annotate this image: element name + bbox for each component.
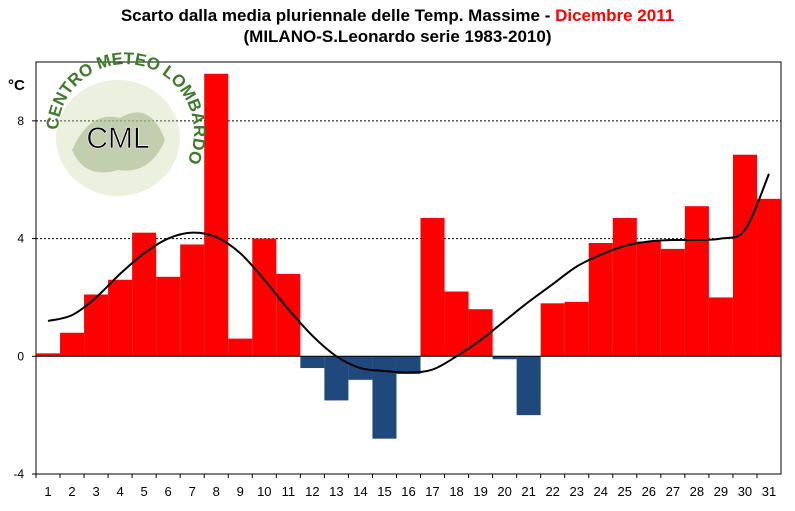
x-tick-label: 2	[68, 484, 75, 499]
x-tick-label: 1	[44, 484, 51, 499]
x-tick-label: 9	[237, 484, 244, 499]
x-tick-label: 25	[618, 484, 632, 499]
x-tick-label: 26	[642, 484, 656, 499]
y-tick-label: 8	[17, 114, 24, 128]
chart-title-part1: Scarto dalla media pluriennale delle Tem…	[120, 6, 556, 25]
bar-day-4	[108, 279, 133, 357]
y-axis-unit-label: °C	[8, 77, 25, 94]
x-tick-label: 31	[762, 484, 776, 499]
bar-day-18	[444, 291, 469, 357]
x-tick-label: 29	[714, 484, 728, 499]
bar-day-5	[132, 232, 157, 357]
bar-day-21	[516, 356, 541, 416]
x-tick-label: 30	[738, 484, 752, 499]
x-tick-label: 10	[257, 484, 271, 499]
logo-region-shape	[72, 112, 165, 173]
logo-cml-text: CML	[86, 122, 149, 155]
x-tick-label: 23	[569, 484, 583, 499]
x-tick-label: 6	[165, 484, 172, 499]
bar-day-9	[228, 338, 253, 357]
x-tick-label: 14	[353, 484, 367, 499]
bars	[36, 73, 781, 439]
x-tick-label: 16	[401, 484, 415, 499]
y-tick-label: 4	[17, 232, 24, 246]
x-tick-label: 12	[305, 484, 319, 499]
x-tick-label: 27	[666, 484, 680, 499]
bar-day-23	[564, 301, 589, 357]
bar-day-16	[396, 356, 421, 374]
x-tick-label: 8	[213, 484, 220, 499]
bar-day-7	[180, 244, 205, 357]
x-tick-label: 20	[497, 484, 511, 499]
x-tick-label: 22	[545, 484, 559, 499]
cml-logo: CENTRO METEO LOMBARDO CML	[43, 49, 209, 196]
y-tick-label: 0	[17, 349, 24, 363]
x-tick-label: 17	[425, 484, 439, 499]
bar-day-29	[708, 297, 733, 357]
x-tick-label: 4	[116, 484, 123, 499]
bar-day-12	[300, 356, 325, 369]
x-tick-label: 7	[189, 484, 196, 499]
x-tick-label: 15	[377, 484, 391, 499]
x-tick-label: 11	[282, 484, 296, 499]
trend-curve	[47, 173, 770, 374]
x-tick-label: 21	[521, 484, 535, 499]
bar-day-24	[588, 242, 613, 357]
bar-day-27	[660, 248, 685, 357]
x-tick-label: 24	[594, 484, 608, 499]
bar-day-26	[636, 241, 661, 357]
bar-day-22	[540, 303, 565, 357]
bar-day-10	[252, 238, 277, 357]
chart-subtitle: (MILANO-S.Leonardo serie 1983-2010)	[243, 27, 552, 46]
bar-day-30	[732, 154, 757, 357]
bar-day-20	[492, 356, 517, 360]
bar-day-17	[420, 217, 445, 357]
x-tick-label: 5	[141, 484, 148, 499]
bar-day-6	[156, 276, 181, 357]
bar-day-25	[612, 217, 637, 357]
x-tick-label: 18	[449, 484, 463, 499]
chart-title-month: Dicembre 2011	[555, 6, 675, 25]
bar-day-15	[372, 356, 397, 439]
x-tick-label: 28	[690, 484, 704, 499]
x-tick-label: 13	[329, 484, 343, 499]
bar-day-8	[204, 73, 229, 357]
chart-title: Scarto dalla media pluriennale delle Tem…	[0, 6, 795, 26]
bar-day-28	[684, 206, 709, 357]
y-tick-label: -4	[13, 467, 24, 481]
bar-day-11	[276, 273, 301, 357]
bar-day-2	[60, 332, 85, 357]
x-tick-label: 19	[473, 484, 487, 499]
bar-day-31	[756, 198, 781, 357]
grid-lines	[36, 120, 781, 240]
bar-day-13	[324, 356, 349, 401]
bar-day-1	[36, 353, 61, 357]
x-tick-label: 3	[92, 484, 99, 499]
